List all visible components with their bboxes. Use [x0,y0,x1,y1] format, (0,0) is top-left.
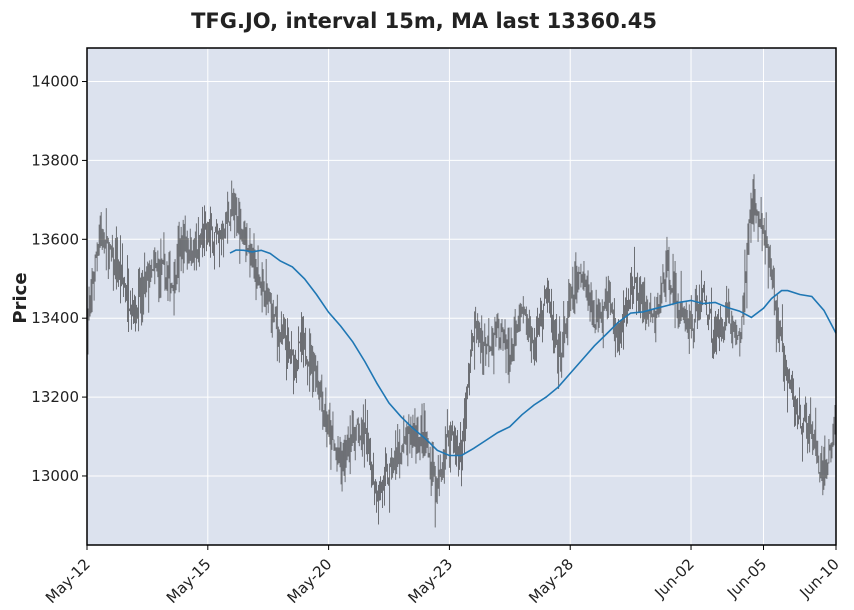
y-tick-label: 13200 [31,388,79,406]
x-tick-label: Jun-05 [723,555,770,602]
x-axis: May-12 May-15 May-20 May-23 May-28 Jun-02 Jun-… [42,545,843,607]
ma-line [229,249,837,457]
y-tick-label: 14000 [31,73,79,91]
y-tick-label: 13600 [31,230,79,248]
chart-title: TFG.JO, interval 15m, MA last 13360.45 [191,9,657,33]
y-tick-label: 13800 [31,151,79,169]
y-axis-label: Price [10,272,31,323]
x-tick-label: May-23 [404,555,456,607]
candles [86,174,836,528]
x-tick-label: May-20 [284,555,336,607]
x-tick-label: May-12 [42,555,94,607]
plot-frame [86,47,837,546]
y-axis: 13000 13200 13400 13600 13800 14000 [31,73,87,485]
x-tick-label: Jun-02 [651,555,698,602]
y-tick-label: 13400 [31,309,79,327]
y-tick-label: 13000 [31,467,79,485]
x-tick-label: May-15 [163,555,215,607]
x-tick-label: Jun-10 [795,555,842,602]
x-tick-label: May-28 [525,555,577,607]
